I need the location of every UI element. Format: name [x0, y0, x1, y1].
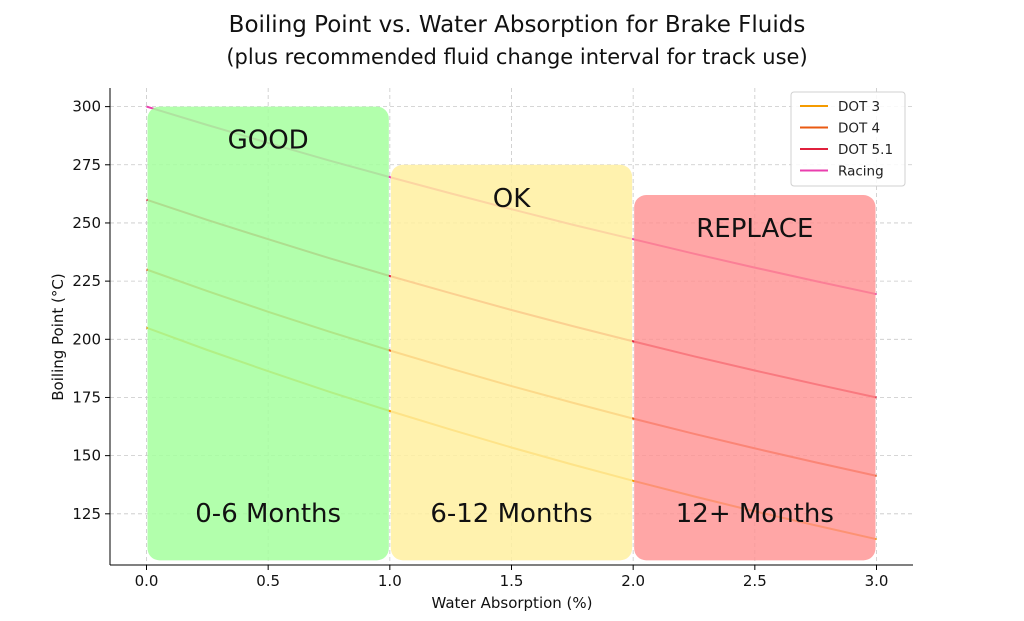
- x-tick-label: 0.0: [135, 572, 159, 590]
- chart-subtitle: (plus recommended fluid change interval …: [226, 45, 807, 69]
- y-tick-label: 125: [72, 505, 101, 523]
- ticks: 0.0 0.5 1.0 1.5 2.0 2.5 3.0 125 150 175 200 225 250 2…: [72, 98, 888, 590]
- x-tick-label: 2.0: [621, 572, 645, 590]
- zone-label-good: GOOD: [228, 126, 309, 156]
- x-tick-label: 1.0: [378, 572, 402, 590]
- y-tick-label: 300: [72, 98, 101, 116]
- zone-good: [147, 106, 389, 561]
- zone-label-replace: REPLACE: [696, 214, 813, 244]
- legend-box: [790, 91, 906, 187]
- y-tick-label: 250: [72, 214, 101, 232]
- zones: [147, 106, 876, 561]
- x-tick-label: 3.0: [865, 572, 889, 590]
- legend-label: DOT 3: [838, 99, 880, 115]
- y-tick-label: 175: [72, 388, 101, 406]
- legend-label: DOT 4: [838, 121, 880, 137]
- x-tick-label: 0.5: [256, 572, 280, 590]
- chart-title: Boiling Point vs. Water Absorption for B…: [229, 12, 806, 38]
- zone-interval-ok: 6-12 Months: [430, 499, 592, 529]
- zone-labels: GOOD 0-6 Months OK 6-12 Months REPLACE 12+ Mo…: [195, 126, 834, 529]
- y-tick-label: 200: [72, 330, 101, 348]
- x-axis-label: Water Absorption (%): [431, 594, 592, 612]
- zone-replace: [634, 195, 876, 561]
- y-tick-label: 275: [72, 156, 101, 174]
- y-tick-label: 150: [72, 447, 101, 465]
- y-axis-label: Boiling Point (°C): [49, 273, 67, 400]
- zone-label-ok: OK: [493, 184, 531, 214]
- zone-interval-replace: 12+ Months: [676, 499, 834, 529]
- y-tick-label: 225: [72, 272, 101, 290]
- legend: DOT 3 DOT 4 DOT 5.1 Racing: [790, 91, 906, 187]
- x-tick-label: 2.5: [743, 572, 767, 590]
- zone-ok: [390, 164, 633, 561]
- zone-interval-good: 0-6 Months: [195, 499, 341, 529]
- legend-label: DOT 5.1: [838, 142, 893, 158]
- x-tick-label: 1.5: [500, 572, 524, 590]
- legend-label: Racing: [838, 164, 884, 180]
